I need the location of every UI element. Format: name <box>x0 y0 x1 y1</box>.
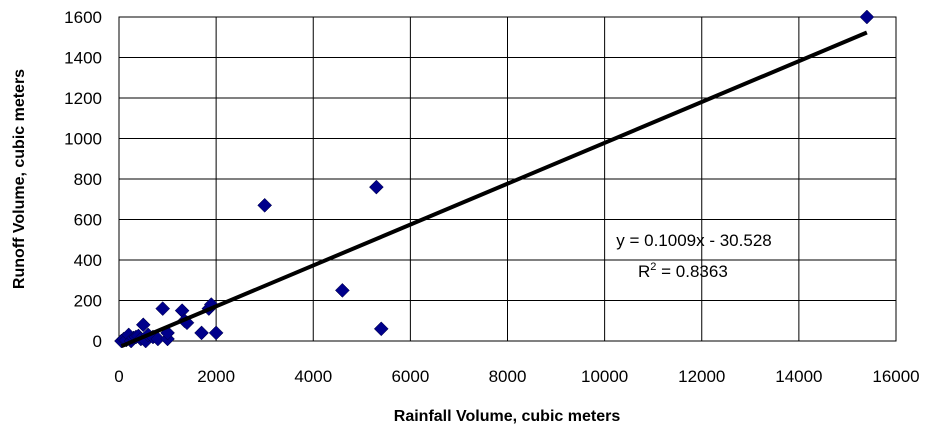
x-tick-label: 12000 <box>678 367 725 386</box>
y-tick-labels: 0 200 400 600 800 1000 1200 1400 1600 <box>64 8 102 351</box>
x-tick-label: 2000 <box>197 367 235 386</box>
y-tick-label: 1400 <box>64 49 102 68</box>
data-point <box>135 317 151 333</box>
data-point <box>369 179 384 195</box>
x-tick-label: 16000 <box>872 367 919 386</box>
y-tick-label: 800 <box>74 170 102 189</box>
x-axis-title: Rainfall Volume, cubic meters <box>394 408 621 425</box>
data-point <box>373 321 389 337</box>
y-tick-label: 1600 <box>64 8 102 27</box>
data-point <box>155 301 171 316</box>
data-point <box>208 325 224 341</box>
x-tick-label: 4000 <box>294 367 332 386</box>
r-squared-prefix: R <box>638 262 650 281</box>
y-tick-label: 1000 <box>64 130 102 149</box>
data-point <box>257 197 273 213</box>
x-tick-label: 8000 <box>489 367 527 386</box>
r-squared-value: = 0.8363 <box>656 262 727 281</box>
y-tick-label: 1200 <box>64 89 102 108</box>
y-tick-label: 400 <box>74 251 102 270</box>
x-tick-label: 14000 <box>775 367 822 386</box>
y-axis-title: Runoff Volume, cubic meters <box>11 69 28 289</box>
x-tick-label: 6000 <box>391 367 429 386</box>
y-tick-label: 200 <box>74 292 102 311</box>
data-point <box>194 325 209 341</box>
trendline-equation: y = 0.1009x - 30.528 <box>616 231 771 250</box>
x-tick-label: 0 <box>114 367 123 386</box>
x-tick-labels: 0 2000 4000 6000 8000 10000 12000 14000 16000 <box>114 367 919 386</box>
r-squared-label: R2 = 0.8363 <box>638 261 728 281</box>
data-point <box>859 9 875 25</box>
r-squared-superscript: 2 <box>650 261 656 273</box>
y-tick-label: 600 <box>74 211 102 230</box>
trendline <box>120 30 868 349</box>
plot-border <box>118 16 897 342</box>
data-point <box>335 283 350 298</box>
y-tick-label: 0 <box>93 332 102 351</box>
x-tick-label: 10000 <box>581 367 628 386</box>
data-point <box>150 331 166 347</box>
